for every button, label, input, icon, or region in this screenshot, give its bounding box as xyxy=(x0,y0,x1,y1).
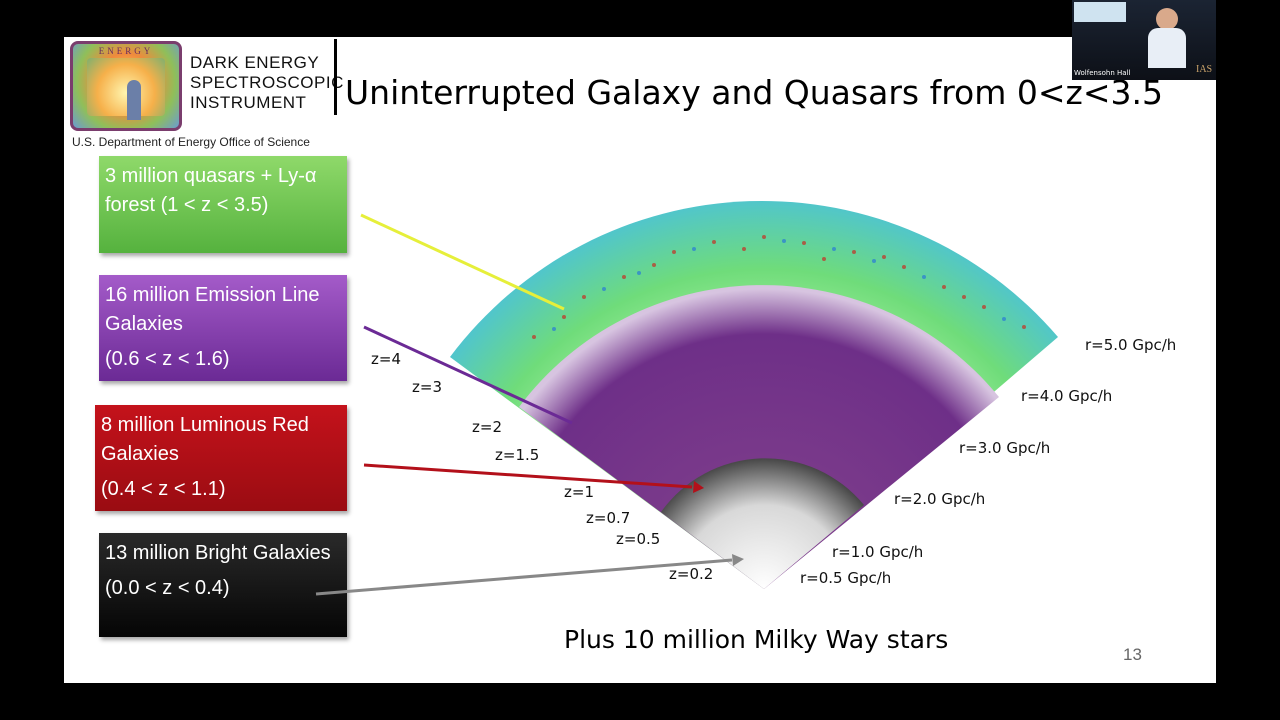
telescope-icon xyxy=(127,80,141,120)
slide-title: Uninterrupted Galaxy and Quasars from 0<… xyxy=(345,73,1163,112)
lrg-box-text: 8 million Luminous Red Galaxies xyxy=(101,414,309,465)
desi-logo: ENERGY xyxy=(70,41,182,131)
z-label: z=1.5 xyxy=(495,446,539,464)
elg-box-text: 16 million Emission Line Galaxies xyxy=(105,284,320,335)
bgs-box-range: (0.0 < z < 0.4) xyxy=(105,577,230,599)
organization-name: DARK ENERGY SPECTROSCOPIC INSTRUMENT xyxy=(190,53,344,113)
bgs-core xyxy=(661,458,864,589)
org-line-3: INSTRUMENT xyxy=(190,93,307,112)
z-label: z=0.2 xyxy=(669,565,713,583)
lrg-arrow xyxy=(363,463,693,489)
quasar-speckles xyxy=(532,235,1026,339)
org-line-2: SPECTROSCOPIC xyxy=(190,73,344,92)
speaker-head xyxy=(1156,8,1178,30)
z-label: z=1 xyxy=(564,483,594,501)
slide: ENERGY DARK ENERGY SPECTROSCOPIC INSTRUM… xyxy=(64,37,1216,683)
page-number: 13 xyxy=(1123,645,1142,664)
webcam-watermark: IAS xyxy=(1196,64,1213,75)
r-label: r=5.0 Gpc/h xyxy=(1085,336,1176,354)
title-divider xyxy=(334,39,337,115)
bgs-box-text: 13 million Bright Galaxies xyxy=(105,542,331,564)
org-line-1: DARK ENERGY xyxy=(190,53,320,72)
bgs-arrow xyxy=(315,558,733,596)
lrg-box-range: (0.4 < z < 1.1) xyxy=(101,478,226,500)
elg-box: 16 million Emission Line Galaxies (0.6 <… xyxy=(99,275,347,381)
r-label: r=1.0 Gpc/h xyxy=(832,543,923,561)
z-label: z=0.7 xyxy=(586,509,630,527)
bgs-arrowhead xyxy=(732,554,744,566)
speaker-body xyxy=(1148,28,1186,68)
department-name: U.S. Department of Energy Office of Scie… xyxy=(72,135,310,149)
footer-note: Plus 10 million Milky Way stars xyxy=(564,625,949,654)
r-label: r=2.0 Gpc/h xyxy=(894,490,985,508)
z-label: z=2 xyxy=(472,418,502,436)
lrg-arrowhead xyxy=(693,481,704,493)
z-label: z=3 xyxy=(412,378,442,396)
z-label: z=4 xyxy=(371,350,401,368)
elg-arrow xyxy=(363,325,573,425)
webcam-overlay: Wolfensohn Hall IAS xyxy=(1072,0,1216,80)
bgs-box: 13 million Bright Galaxies (0.0 < z < 0.… xyxy=(99,533,347,637)
quasar-box: 3 million quasars + Ly-α forest (1 < z <… xyxy=(99,156,347,253)
quasar-box-text: 3 million quasars + Ly-α forest (1 < z <… xyxy=(105,165,317,216)
logo-word: ENERGY xyxy=(98,46,154,56)
quasar-arrow xyxy=(360,213,565,311)
survey-wedge-diagram: z=4 z=3 z=2 z=1.5 z=1 z=0.7 z=0.5 z=0.2 … xyxy=(315,200,1176,596)
r-label: r=0.5 Gpc/h xyxy=(800,569,891,587)
logo-emblem xyxy=(87,58,165,120)
quasar-speckles-blue xyxy=(552,239,1006,331)
lrg-box: 8 million Luminous Red Galaxies (0.4 < z… xyxy=(95,405,347,511)
r-label: r=3.0 Gpc/h xyxy=(959,439,1050,457)
r-label: r=4.0 Gpc/h xyxy=(1021,387,1112,405)
elg-box-range: (0.6 < z < 1.6) xyxy=(105,348,230,370)
webcam-caption: Wolfensohn Hall xyxy=(1074,69,1131,77)
z-label: z=0.5 xyxy=(616,530,660,548)
webcam-projector-screen xyxy=(1074,2,1126,22)
elg-shell xyxy=(519,285,999,589)
